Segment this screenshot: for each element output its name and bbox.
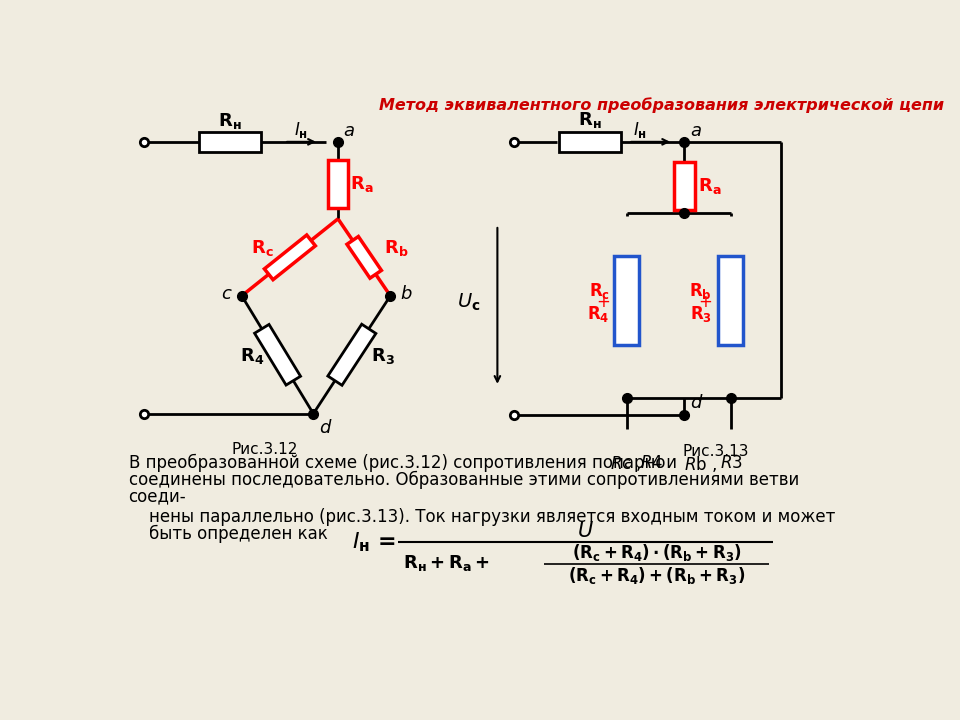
Bar [675, 162, 694, 210]
Text: $\mathbf{R_a}$: $\mathbf{R_a}$ [698, 176, 721, 196]
Text: $\mathbf{\mathit{a}}$: $\mathbf{\mathit{a}}$ [690, 122, 702, 140]
Text: $\mathbf{R_c}$: $\mathbf{R_c}$ [588, 282, 610, 301]
Text: $\mathbf{R_н}$: $\mathbf{R_н}$ [218, 111, 242, 131]
Text: В преобразованной схеме (рис.3.12) сопротивления попарно: В преобразованной схеме (рис.3.12) сопро… [129, 454, 670, 472]
Text: $\mathbf{R_4}$: $\mathbf{R_4}$ [240, 346, 264, 366]
Text: $\mathbf{R_c}$: $\mathbf{R_c}$ [252, 238, 274, 258]
Bar [200, 132, 261, 152]
Text: $\mathbf{\mathit{d}}$: $\mathbf{\mathit{d}}$ [690, 394, 704, 412]
Text: и: и [661, 454, 683, 472]
Text: $\mathbf{R_b}$: $\mathbf{R_b}$ [384, 238, 409, 258]
Text: $\mathbf{\mathit{a}}$: $\mathbf{\mathit{a}}$ [344, 122, 355, 140]
Text: $\mathbf{R_н}$: $\mathbf{R_н}$ [578, 109, 602, 130]
Text: $\mathbf{R_3}$: $\mathbf{R_3}$ [690, 305, 712, 324]
Text: быть определен как: быть определен как [150, 525, 328, 543]
Bar [327, 324, 376, 385]
Text: Метод эквивалентного преобразования электрической цепи: Метод эквивалентного преобразования элек… [379, 97, 944, 113]
Text: $\mathbf{\mathit{I}_н}$: $\mathbf{\mathit{I}_н}$ [633, 120, 647, 140]
Text: $\mathbf{R_a}$: $\mathbf{R_a}$ [349, 174, 373, 194]
Text: $\mathbf{(R_c + R_4) \cdot (R_b + R_3)}$: $\mathbf{(R_c + R_4) \cdot (R_b + R_3)}$ [572, 542, 742, 563]
Text: $\mathbf{\mathit{d}}$: $\mathbf{\mathit{d}}$ [319, 419, 332, 437]
Text: $\mathbf{(R_c + R_4) + (R_b + R_3)}$: $\mathbf{(R_c + R_4) + (R_b + R_3)}$ [568, 565, 746, 586]
Text: $\mathbf{\mathit{b}}$: $\mathbf{\mathit{b}}$ [399, 285, 412, 303]
Text: $\mathbf{R_b}$: $\mathbf{R_b}$ [689, 282, 712, 301]
Text: Рис.3.12: Рис.3.12 [231, 442, 298, 457]
Text: +: + [596, 293, 610, 311]
Text: $\mathbf{\mathit{c}}$: $\mathbf{\mathit{c}}$ [221, 285, 232, 303]
Text: $\mathbf{\mathit{I}_н}$: $\mathbf{\mathit{I}_н}$ [294, 120, 308, 140]
Text: $\mathbf{\mathit{R}}$3: $\mathbf{\mathit{R}}$3 [720, 454, 743, 472]
Bar [559, 132, 620, 152]
Text: $\mathbf{\mathit{I}_н}$ =: $\mathbf{\mathit{I}_н}$ = [352, 531, 396, 554]
Text: $\mathbf{\mathit{U}}$: $\mathbf{\mathit{U}}$ [577, 521, 594, 541]
Text: $\mathbf{\mathit{U}_c}$: $\mathbf{\mathit{U}_c}$ [457, 292, 480, 312]
Bar [254, 325, 300, 385]
Bar [328, 161, 348, 208]
Bar [718, 256, 743, 345]
Text: $\mathbf{\mathit{R}}$b ,: $\mathbf{\mathit{R}}$b , [684, 454, 719, 474]
Text: $\mathbf{R_4}$: $\mathbf{R_4}$ [588, 305, 610, 324]
Text: $\mathbf{R_3}$: $\mathbf{R_3}$ [371, 346, 395, 366]
Text: $\mathbf{\mathit{R}}$c ,: $\mathbf{\mathit{R}}$c , [610, 454, 643, 473]
Text: соеди-: соеди- [129, 487, 186, 505]
Text: +: + [698, 293, 712, 311]
Text: соединены последовательно. Образованные этими сопротивлениями ветви: соединены последовательно. Образованные … [129, 471, 799, 489]
Text: $\mathbf{R_н + R_a +}$: $\mathbf{R_н + R_a +}$ [403, 553, 491, 573]
Text: $\mathbf{\mathit{R}}$4: $\mathbf{\mathit{R}}$4 [639, 454, 663, 472]
Text: нены параллельно (рис.3.13). Ток нагрузки является входным током и может: нены параллельно (рис.3.13). Ток нагрузк… [150, 508, 836, 526]
Text: Рис.3.13: Рис.3.13 [682, 444, 749, 459]
Bar [347, 236, 381, 278]
Bar [614, 256, 639, 345]
Bar [264, 235, 316, 279]
